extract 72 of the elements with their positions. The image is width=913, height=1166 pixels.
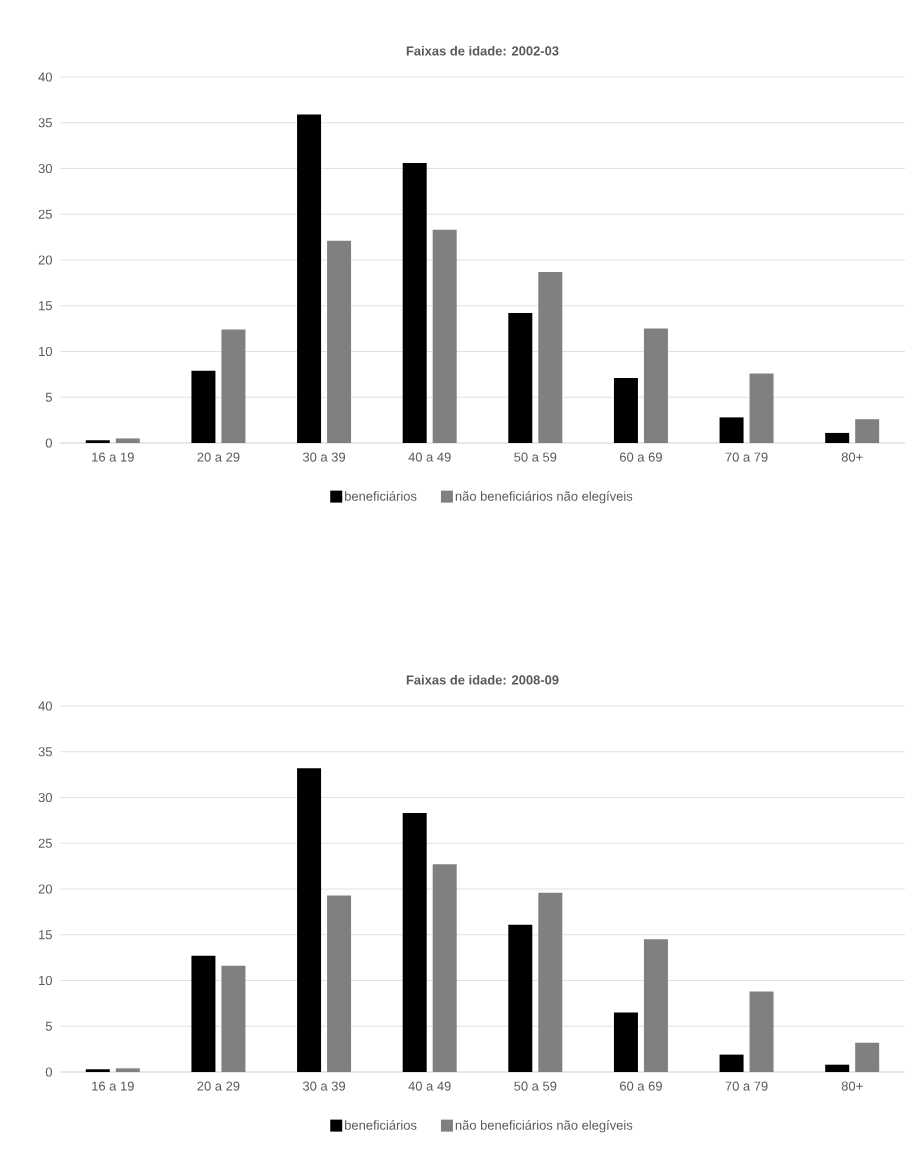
bar — [191, 955, 216, 1072]
bar — [749, 991, 774, 1072]
x-tick-label: 80+ — [841, 452, 863, 462]
x-tick-label: 60 a 69 — [619, 452, 662, 462]
y-tick-label: 15 — [39, 930, 52, 940]
bar — [538, 271, 563, 443]
x-tick-label: 16 a 19 — [92, 452, 134, 462]
bar — [825, 1064, 850, 1072]
y-tick-label: 0 — [45, 438, 52, 448]
bar — [85, 1069, 110, 1072]
y-tick-label: 30 — [38, 792, 52, 803]
bar — [508, 924, 533, 1072]
chart-title: Faixas de idade: 2002-03 — [406, 46, 559, 56]
bar — [538, 892, 563, 1072]
x-tick-label: 60 a 69 — [619, 1081, 662, 1091]
bar — [85, 440, 110, 443]
x-tick-label: 70 a 79 — [725, 452, 768, 462]
legend-label: beneficiários — [345, 1120, 417, 1130]
y-tick-label: 20 — [38, 255, 52, 265]
bar — [613, 378, 638, 443]
bar — [855, 419, 880, 443]
bar — [432, 864, 457, 1072]
bar — [613, 1012, 638, 1072]
bar — [402, 813, 427, 1072]
y-tick-label: 10 — [39, 975, 52, 986]
bar — [297, 768, 322, 1072]
bar — [327, 895, 352, 1072]
x-tick-label: 20 a 29 — [197, 452, 240, 462]
y-tick-label: 40 — [38, 72, 52, 82]
legend-label: beneficiários — [345, 491, 417, 501]
bar — [749, 373, 774, 443]
bar — [327, 240, 352, 443]
bar — [825, 432, 850, 443]
x-tick-label: 50 a 59 — [514, 452, 557, 462]
x-tick-label: 40 a 49 — [408, 1081, 451, 1091]
y-tick-label: 30 — [38, 163, 52, 174]
bar — [432, 229, 457, 443]
x-tick-label: 20 a 29 — [197, 1081, 240, 1091]
y-tick-label: 0 — [45, 1067, 52, 1077]
legend-label: não beneficiários não elegíveis — [455, 1120, 633, 1133]
y-tick-label: 40 — [38, 701, 52, 711]
chart-title: Faixas de idade: 2008-09 — [406, 675, 559, 685]
y-tick-label: 5 — [45, 1021, 52, 1031]
y-tick-label: 35 — [38, 747, 52, 757]
y-tick-label: 10 — [39, 346, 52, 357]
bar — [221, 329, 246, 443]
x-tick-label: 16 a 19 — [92, 1081, 134, 1091]
bar — [855, 1042, 880, 1072]
x-tick-label: 30 a 39 — [302, 1081, 346, 1091]
x-tick-label: 30 a 39 — [302, 452, 346, 462]
bar — [115, 438, 140, 443]
bar — [719, 1054, 744, 1072]
y-tick-label: 25 — [38, 209, 52, 219]
y-tick-label: 25 — [38, 838, 52, 848]
bar — [643, 939, 668, 1072]
bar — [643, 328, 668, 443]
bar — [719, 417, 744, 443]
bar — [402, 163, 427, 443]
bar — [297, 114, 322, 443]
y-tick-label: 20 — [38, 884, 52, 894]
bar — [191, 370, 216, 443]
y-tick-label: 5 — [45, 392, 52, 402]
x-tick-label: 70 a 79 — [725, 1081, 768, 1091]
x-tick-label: 40 a 49 — [408, 452, 451, 462]
bar — [508, 313, 533, 443]
bar — [115, 1068, 140, 1072]
y-tick-label: 35 — [38, 118, 52, 128]
bar — [221, 965, 246, 1072]
x-tick-label: 50 a 59 — [514, 1081, 557, 1091]
y-tick-label: 15 — [39, 301, 52, 311]
x-tick-label: 80+ — [841, 1081, 863, 1091]
legend-label: não beneficiários não elegíveis — [455, 491, 633, 504]
